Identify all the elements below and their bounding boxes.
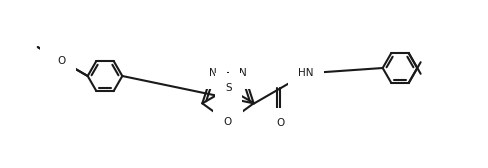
Text: HN: HN [298, 68, 313, 78]
Text: O: O [224, 117, 232, 127]
Text: O: O [58, 56, 66, 66]
Text: N: N [239, 68, 246, 78]
Text: O: O [276, 118, 284, 128]
Text: S: S [224, 83, 231, 93]
Text: O: O [50, 55, 59, 65]
Text: N: N [209, 68, 217, 78]
